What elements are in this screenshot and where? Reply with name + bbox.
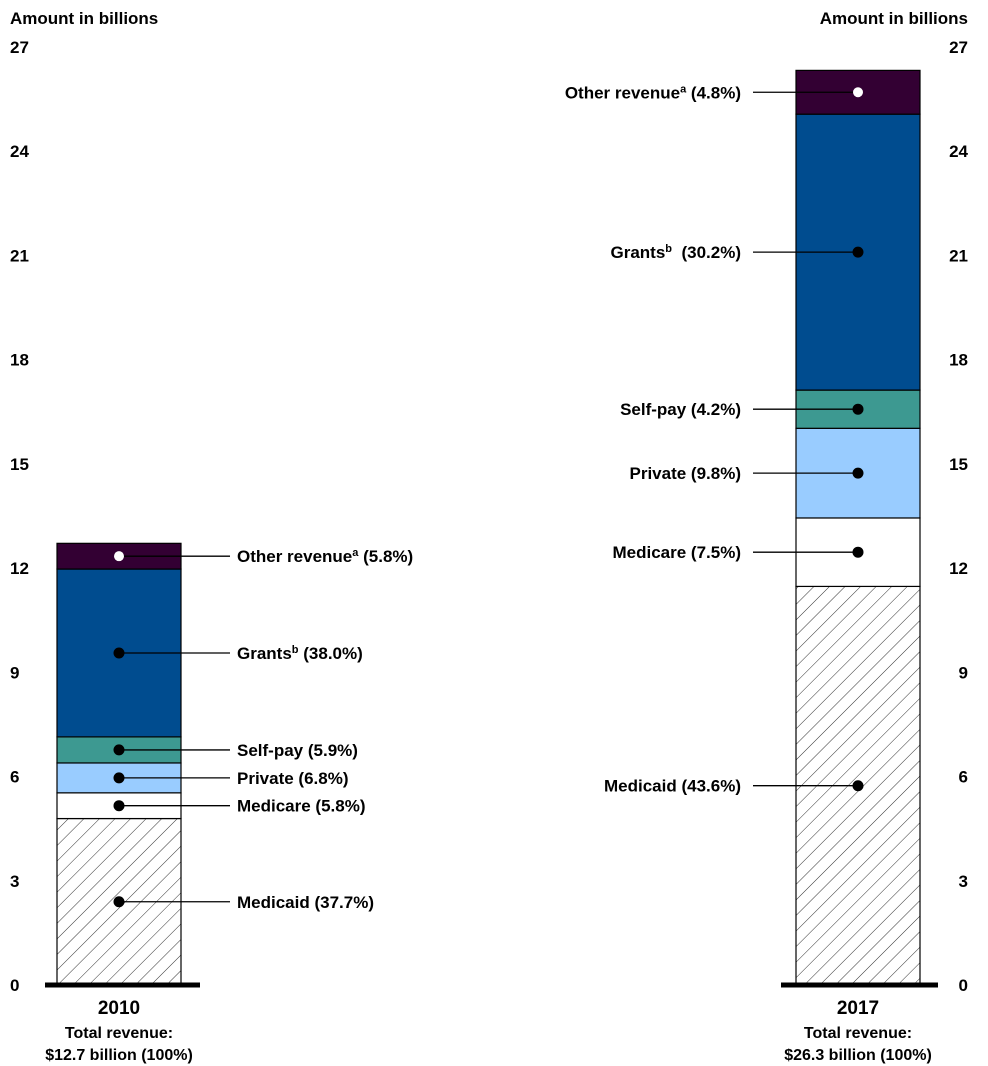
segment-marker [113, 772, 125, 784]
y-tick-label: 6 [10, 768, 19, 787]
segment-label-self-pay: Self-pay (5.9%) [237, 741, 358, 760]
right-y-axis-ticks: 0 3 6 9 12 15 18 21 24 27 [949, 38, 968, 995]
segment-marker [852, 546, 864, 558]
bar-year-label: 2010 [98, 998, 140, 1019]
segment-label-medicaid: Medicaid (37.7%) [237, 893, 374, 912]
segment-label-grants: Grantsb (38.0%) [237, 644, 363, 663]
segment-marker [113, 800, 125, 812]
y-tick-label: 12 [949, 559, 968, 578]
y-tick-label: 9 [959, 663, 968, 682]
y-tick-label: 21 [949, 246, 968, 265]
y-tick-label: 24 [10, 142, 29, 161]
segment-marker [853, 87, 863, 98]
right-axis-title: Amount in billions [820, 9, 968, 28]
bar-2017: Medicaid (43.6%) Medicare (7.5%) Private (… [565, 69, 938, 1064]
segment-label-self-pay: Self-pay (4.2%) [620, 400, 741, 419]
y-tick-label: 18 [10, 351, 29, 370]
y-tick-label: 15 [949, 455, 968, 474]
segment-label-medicare: Medicare (7.5%) [613, 543, 742, 562]
segment-label-private: Private (9.8%) [630, 464, 742, 483]
y-tick-label: 6 [959, 768, 968, 787]
y-tick-label: 12 [10, 559, 29, 578]
y-tick-label: 3 [959, 872, 968, 891]
segment-label-medicaid: Medicaid (43.6%) [604, 777, 741, 796]
y-tick-label: 18 [949, 351, 968, 370]
segment-marker [114, 551, 124, 562]
y-tick-label: 24 [949, 142, 968, 161]
bar-year-label: 2017 [837, 998, 879, 1019]
bars: Medicaid (37.7%) Medicare (5.8%) Private (… [45, 69, 938, 1064]
total-revenue-value: $26.3 billion (100%) [784, 1047, 932, 1064]
segment-label-other-revenue: Other revenuea (4.8%) [565, 83, 741, 102]
segment-label-grants: Grantsb (30.2%) [610, 243, 741, 262]
left-axis-title: Amount in billions [10, 9, 158, 28]
segment-marker [852, 780, 864, 792]
y-tick-label: 27 [10, 38, 29, 57]
segment-label-private: Private (6.8%) [237, 769, 349, 788]
y-tick-label: 3 [10, 872, 19, 891]
segment-label-other-revenue: Other revenuea (5.8%) [237, 547, 413, 566]
segment-label-medicare: Medicare (5.8%) [237, 797, 366, 816]
y-tick-label: 9 [10, 663, 19, 682]
y-tick-label: 15 [10, 455, 29, 474]
total-revenue-label: Total revenue: [65, 1025, 173, 1042]
total-revenue-label: Total revenue: [804, 1025, 912, 1042]
y-tick-label: 0 [959, 976, 968, 995]
segment-marker [852, 467, 864, 479]
y-tick-label: 21 [10, 246, 29, 265]
segment-marker [852, 246, 864, 258]
bar-2010: Medicaid (37.7%) Medicare (5.8%) Private (… [45, 542, 413, 1064]
segment-marker [852, 403, 864, 415]
segment-marker [113, 647, 125, 659]
left-y-axis-ticks: 0 3 6 9 12 15 18 21 24 27 [10, 38, 29, 995]
total-revenue-value: $12.7 billion (100%) [45, 1047, 193, 1064]
segment-marker [113, 896, 125, 908]
y-tick-label: 27 [949, 38, 968, 57]
segment-marker [113, 744, 125, 756]
y-tick-label: 0 [10, 976, 19, 995]
